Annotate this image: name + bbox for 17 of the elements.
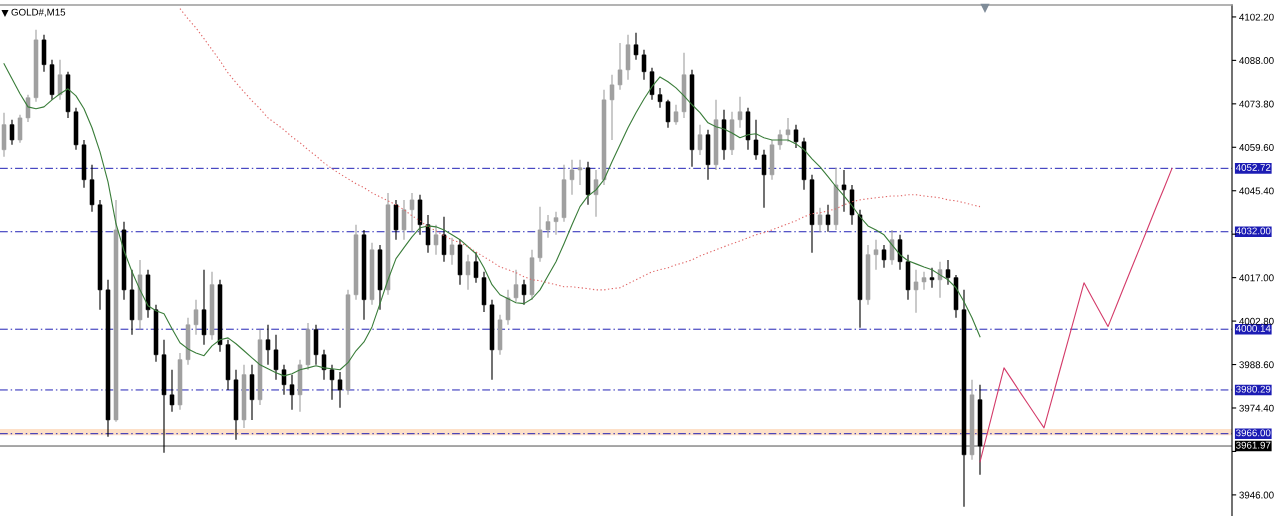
chart-title: GOLD#,M15 xyxy=(11,8,66,17)
ref-line-label: 3961.97 xyxy=(1236,441,1271,449)
ref-line-label: 4052.72 xyxy=(1235,164,1271,171)
y-tick-label: 4102.20 xyxy=(1239,13,1274,21)
y-tick-label: 4045.40 xyxy=(1239,187,1274,195)
ref-line-label: 3980.29 xyxy=(1236,385,1271,393)
y-tick-label: 4002.80 xyxy=(1239,317,1274,325)
y-tick-label: 3946.00 xyxy=(1239,491,1274,499)
ref-line-label: 4000.14 xyxy=(1235,324,1271,332)
y-tick-label: 3988.60 xyxy=(1239,361,1274,369)
y-tick-label: 4088.00 xyxy=(1239,57,1274,64)
ref-line-label: 4032.00 xyxy=(1235,227,1271,235)
y-tick-label: 4073.80 xyxy=(1239,100,1274,108)
ref-line-label: 3966.00 xyxy=(1236,429,1271,437)
y-tick-label: 4017.00 xyxy=(1239,274,1274,282)
y-tick-label: 4059.60 xyxy=(1239,144,1274,151)
y-tick-label: 3974.40 xyxy=(1239,404,1274,412)
